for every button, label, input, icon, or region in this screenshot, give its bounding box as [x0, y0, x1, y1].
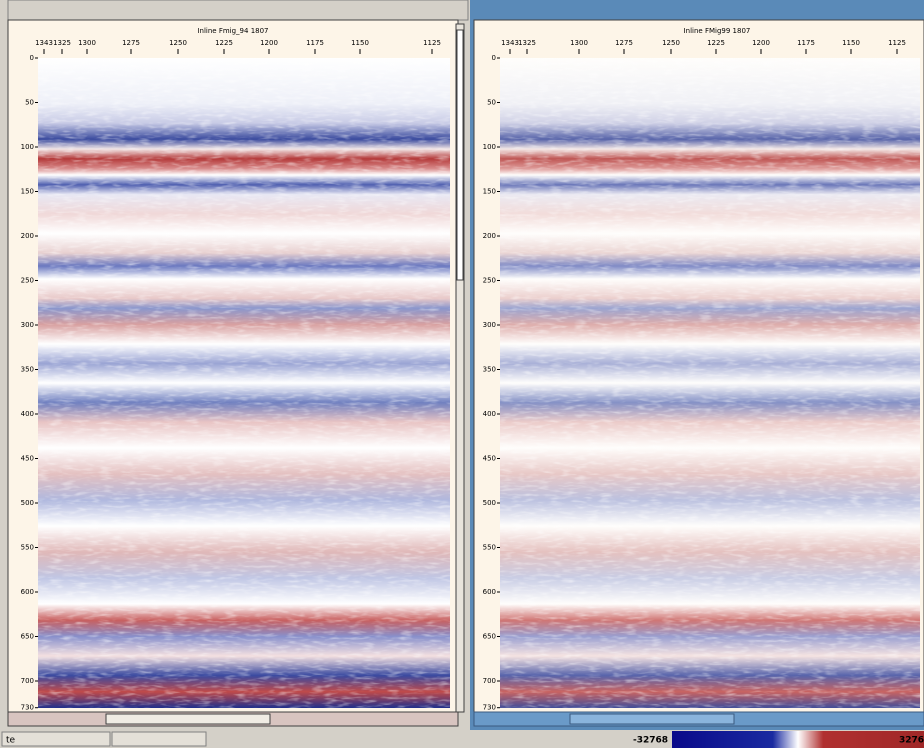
y-tick-label: 500 [483, 499, 496, 507]
status-field [1, 731, 111, 747]
y-tick-label: 300 [483, 321, 496, 329]
y-tick-label: 650 [21, 633, 34, 641]
x-tick-label: 1200 [260, 39, 278, 47]
y-tick-label: 700 [21, 677, 34, 685]
scroll-thumb[interactable] [105, 713, 271, 725]
y-tick-label: 100 [483, 143, 496, 151]
y-tick-label: 300 [21, 321, 34, 329]
x-tick-label: 1275 [615, 39, 633, 47]
y-tick-label: 700 [483, 677, 496, 685]
x-tick-label: 1150 [842, 39, 860, 47]
y-tick-label: 550 [21, 544, 34, 552]
status-text: te [6, 736, 16, 746]
y-tick-label: 600 [483, 588, 496, 596]
y-tick-label: 350 [483, 366, 496, 374]
x-tick-label: 1125 [888, 39, 906, 47]
colorbar [672, 731, 924, 748]
scroll-thumb[interactable] [569, 713, 735, 725]
x-tick-label: 1343 [35, 39, 53, 47]
x-tick-label: 1250 [662, 39, 680, 47]
y-tick-label: 0 [492, 54, 496, 62]
y-tick-label: 730 [21, 704, 34, 712]
x-tick-label: 1275 [122, 39, 140, 47]
x-tick-label: 1200 [752, 39, 770, 47]
y-tick-label: 600 [21, 588, 34, 596]
x-tick-label: 1300 [78, 39, 96, 47]
x-tick-label: 1225 [707, 39, 725, 47]
panel-title: Inline FMig99 1807 [684, 27, 751, 35]
y-tick-label: 730 [483, 704, 496, 712]
colorbar-min: -32768 [633, 736, 668, 746]
y-tick-label: 150 [483, 188, 496, 196]
y-tick-label: 200 [21, 232, 34, 240]
x-tick-label: 1300 [570, 39, 588, 47]
y-tick-label: 550 [483, 544, 496, 552]
seismic-texture [500, 58, 920, 708]
y-tick-label: 450 [21, 455, 34, 463]
x-tick-label: 1225 [215, 39, 233, 47]
y-tick-label: 250 [483, 277, 496, 285]
y-tick-label: 350 [21, 366, 34, 374]
x-tick-label: 1175 [306, 39, 324, 47]
panel-title: Inline Fmig_94 1807 [197, 27, 268, 35]
seismic-texture [38, 58, 450, 708]
y-tick-label: 50 [487, 99, 496, 107]
y-tick-label: 50 [25, 99, 34, 107]
y-tick-label: 200 [483, 232, 496, 240]
x-tick-label: 1175 [797, 39, 815, 47]
y-tick-label: 500 [21, 499, 34, 507]
x-tick-label: 1250 [169, 39, 187, 47]
y-tick-label: 0 [30, 54, 34, 62]
x-tick-label: 1325 [518, 39, 536, 47]
y-tick-label: 250 [21, 277, 34, 285]
status-field [111, 731, 207, 747]
y-tick-label: 400 [21, 410, 34, 418]
y-tick-label: 400 [483, 410, 496, 418]
y-tick-label: 150 [21, 188, 34, 196]
y-tick-label: 100 [21, 143, 34, 151]
panel-header [7, 0, 469, 21]
y-tick-label: 450 [483, 455, 496, 463]
colorbar-max: 3276 [899, 736, 924, 746]
x-tick-label: 1150 [351, 39, 369, 47]
x-tick-label: 1343 [501, 39, 519, 47]
x-tick-label: 1325 [53, 39, 71, 47]
vertical-scrollbar[interactable] [455, 23, 465, 713]
y-tick-label: 650 [483, 633, 496, 641]
scroll-thumb[interactable] [456, 29, 464, 281]
x-tick-label: 1125 [423, 39, 441, 47]
